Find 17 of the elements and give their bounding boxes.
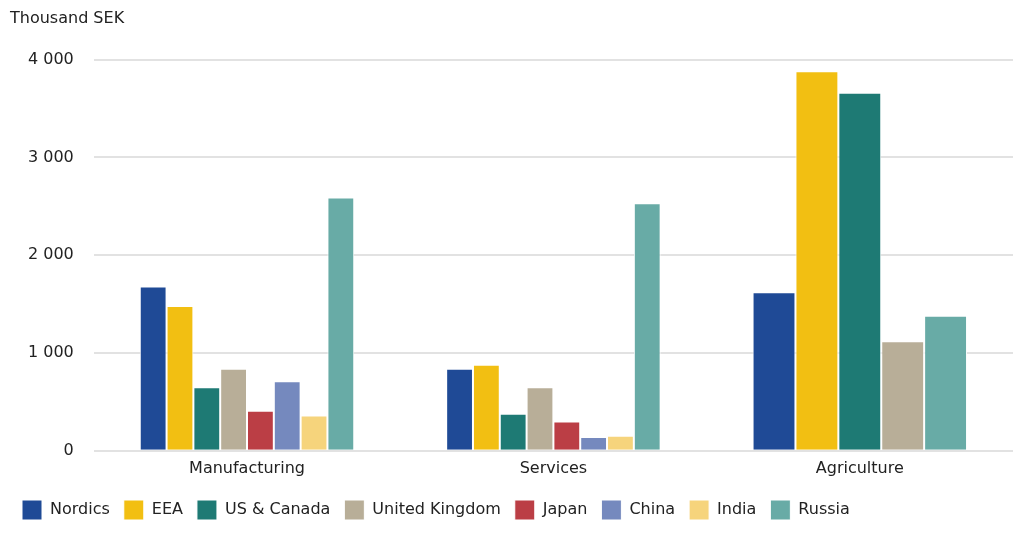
legend-label: Russia <box>798 499 850 519</box>
y-tick-label: 0 <box>63 439 74 459</box>
y-tick-label: 1 000 <box>27 342 74 362</box>
legend-label: India <box>717 499 757 519</box>
legend-label: Japan <box>541 499 588 519</box>
y-tick-label: 2 000 <box>27 244 74 264</box>
legend-label: US & Canada <box>224 499 331 519</box>
x-tick-label: Services <box>519 457 588 477</box>
legend-label: China <box>629 499 676 519</box>
legend-label: EEA <box>151 499 184 519</box>
y-tick-label: 4 000 <box>27 48 74 68</box>
legend-label: United Kingdom <box>372 499 501 519</box>
y-axis-title: Thousand SEK <box>9 8 126 29</box>
legend-label: Nordics <box>50 499 110 519</box>
x-tick-label: Manufacturing <box>189 457 305 477</box>
x-tick-label: Agriculture <box>815 457 904 477</box>
y-tick-label: 3 000 <box>27 146 74 166</box>
